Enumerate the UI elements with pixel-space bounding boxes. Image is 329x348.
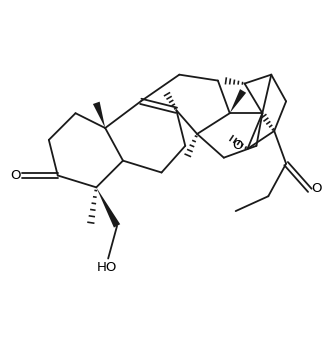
Polygon shape [96,187,120,228]
Text: HO: HO [96,261,117,275]
Polygon shape [230,89,246,113]
Text: O: O [10,169,21,182]
Text: O: O [233,139,243,152]
Text: O: O [311,182,322,195]
Polygon shape [93,102,105,128]
